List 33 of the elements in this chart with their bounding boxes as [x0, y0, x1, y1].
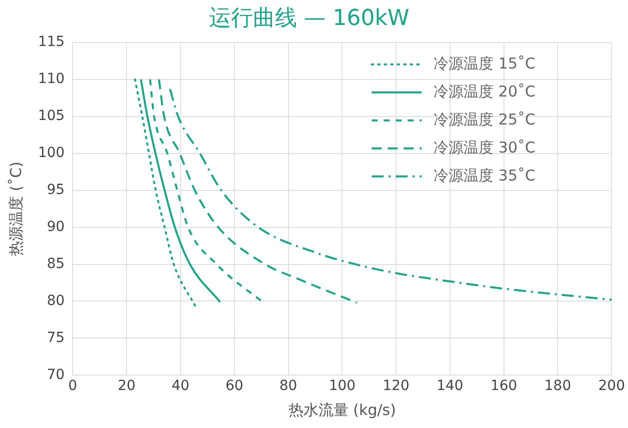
- y-tick-label: 110: [38, 71, 65, 88]
- x-tick-label: 180: [544, 378, 572, 394]
- x-tick-label: 0: [68, 378, 78, 394]
- x-tick-label: 40: [172, 378, 190, 394]
- y-tick-label: 85: [46, 256, 65, 272]
- y-tick-label: 100: [38, 144, 65, 161]
- legend-label: 冷源温度 15˚C: [434, 54, 536, 72]
- legend-label: 冷源温度 35˚C: [434, 166, 536, 184]
- y-tick-label: 105: [38, 108, 65, 124]
- x-tick-label: 60: [225, 378, 244, 394]
- line-series: [140, 78, 222, 303]
- x-tick-label: 200: [598, 378, 626, 394]
- x-tick-label: 140: [436, 378, 464, 394]
- x-tick-label: 20: [118, 378, 136, 394]
- y-tick-label: 75: [46, 330, 65, 346]
- x-tick-label: 120: [382, 378, 410, 394]
- y-axis-title: 热源温度 (˚C): [6, 162, 25, 256]
- legend-label: 冷源温度 20˚C: [434, 82, 536, 100]
- y-tick-label: 115: [38, 34, 65, 50]
- line-series: [134, 78, 196, 307]
- x-tick-label: 100: [328, 378, 356, 394]
- x-tick-label: 80: [279, 378, 298, 394]
- legend-label: 冷源温度 30˚C: [434, 138, 536, 156]
- y-tick-label: 90: [46, 218, 65, 235]
- line-series: [149, 78, 264, 304]
- y-tick-label: 70: [46, 366, 65, 383]
- y-tick-label: 80: [46, 292, 65, 309]
- x-axis-title: 热水流量 (kg/s): [288, 400, 396, 419]
- legend-label: 冷源温度 25˚C: [434, 110, 536, 128]
- line-series: [158, 78, 358, 304]
- chart-title: 运行曲线 — 160kW: [208, 6, 410, 31]
- y-tick-label: 95: [46, 182, 65, 198]
- x-tick-label: 160: [490, 378, 518, 394]
